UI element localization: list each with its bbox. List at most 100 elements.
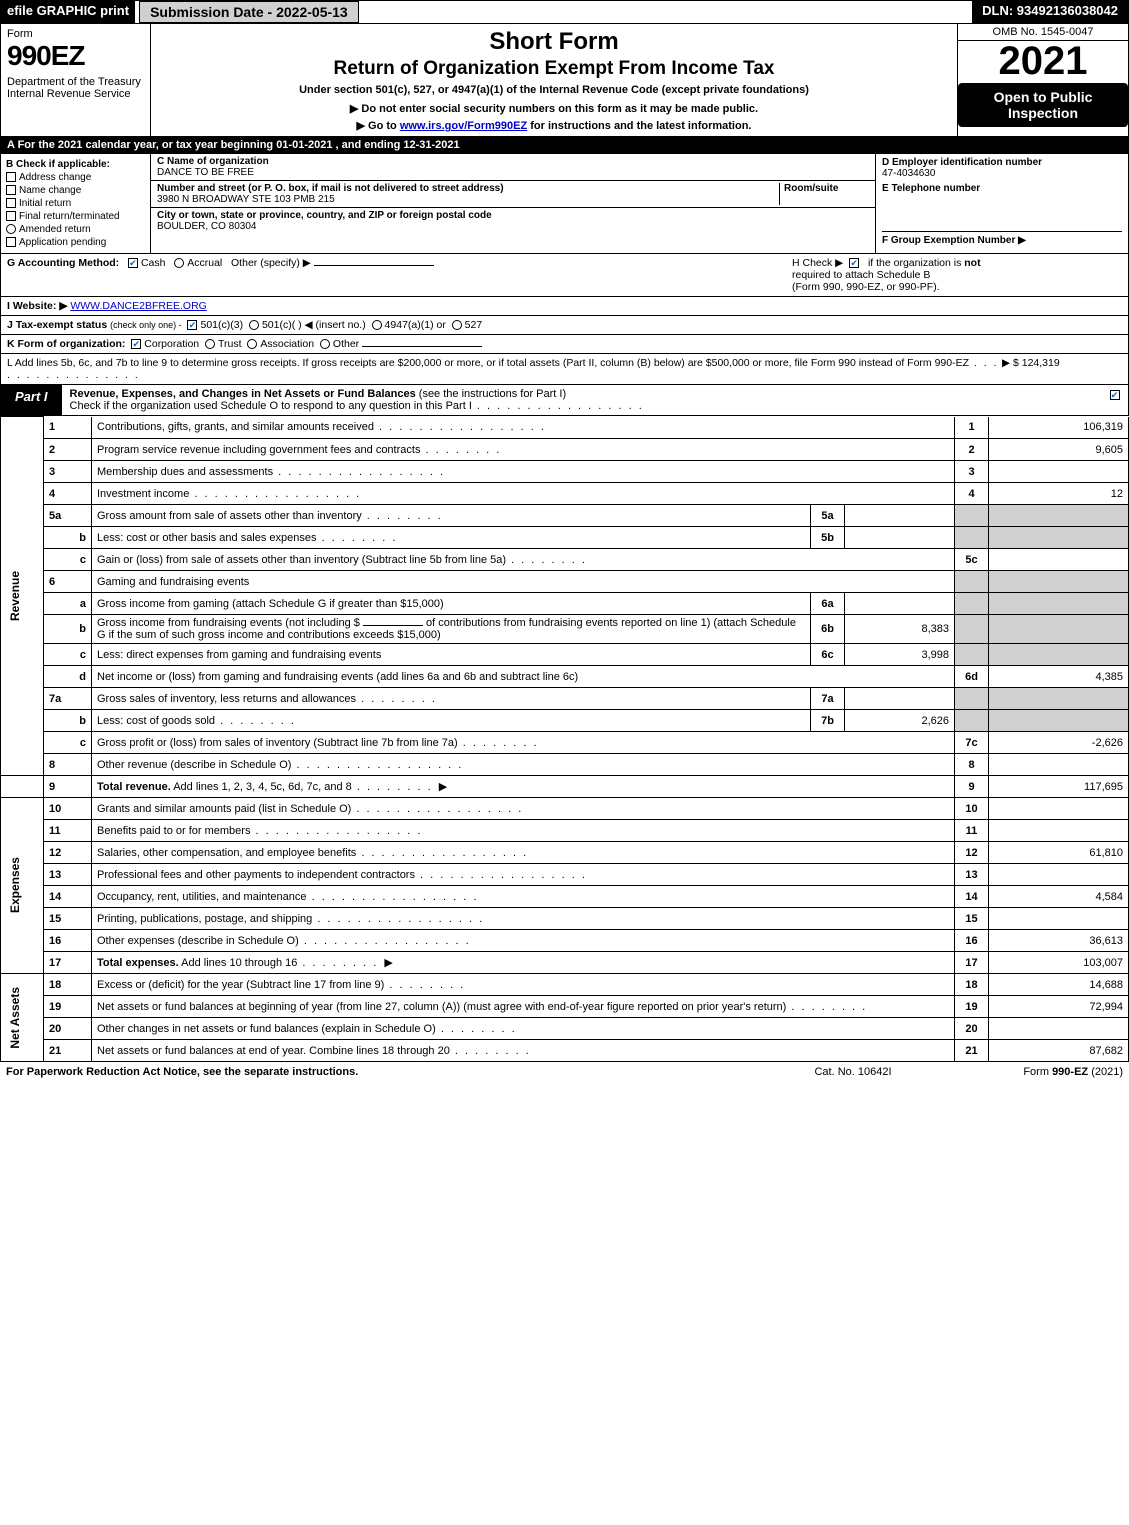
- h-text1: H Check ▶: [792, 257, 843, 269]
- footer-right: Form 990-EZ (2021): [943, 1066, 1123, 1078]
- part-i-label: Part I: [1, 385, 62, 415]
- form-number: 990EZ: [7, 40, 144, 72]
- line-5c: cGain or (loss) from sale of assets othe…: [1, 549, 1129, 571]
- irs-link[interactable]: www.irs.gov/Form990EZ: [400, 120, 527, 132]
- line-4: 4Investment income412: [1, 483, 1129, 505]
- chk-4947[interactable]: [372, 320, 382, 330]
- i-label: I Website: ▶: [7, 300, 67, 312]
- chk-name-change[interactable]: Name change: [6, 185, 145, 196]
- form-header: Form 990EZ Department of the Treasury In…: [0, 24, 1129, 137]
- line-21: 21Net assets or fund balances at end of …: [1, 1040, 1129, 1062]
- org-name: DANCE TO BE FREE: [157, 167, 869, 178]
- chk-amended-return[interactable]: Amended return: [6, 224, 145, 235]
- row-a-calendar-year: A For the 2021 calendar year, or tax yea…: [0, 137, 1129, 154]
- line-1: Revenue 1Contributions, gifts, grants, a…: [1, 417, 1129, 439]
- b-title: B Check if applicable:: [6, 159, 145, 170]
- chk-527[interactable]: [452, 320, 462, 330]
- col-d-ein: D Employer identification number 47-4034…: [876, 154, 1128, 253]
- line-6c: cLess: direct expenses from gaming and f…: [1, 644, 1129, 666]
- street-label: Number and street (or P. O. box, if mail…: [157, 183, 779, 194]
- netassets-side-label: Net Assets: [6, 983, 24, 1053]
- department-label: Department of the Treasury Internal Reve…: [7, 76, 144, 100]
- footer-mid: Cat. No. 10642I: [763, 1066, 943, 1078]
- line-6b: bGross income from fundraising events (n…: [1, 615, 1129, 644]
- part-i-header: Part I Revenue, Expenses, and Changes in…: [0, 385, 1129, 416]
- block-bcdef: B Check if applicable: Address change Na…: [0, 154, 1129, 254]
- room-label: Room/suite: [784, 183, 869, 194]
- line-7b: bLess: cost of goods sold7b2,626: [1, 710, 1129, 732]
- line-6a: aGross income from gaming (attach Schedu…: [1, 593, 1129, 615]
- line-5b: bLess: cost or other basis and sales exp…: [1, 527, 1129, 549]
- row-i-website: I Website: ▶ WWW.DANCE2BFREE.ORG: [0, 297, 1129, 316]
- line-12: 12Salaries, other compensation, and empl…: [1, 842, 1129, 864]
- chk-address-change[interactable]: Address change: [6, 172, 145, 183]
- row-l-gross-receipts: L Add lines 5b, 6c, and 7b to line 9 to …: [0, 354, 1129, 385]
- chk-corporation[interactable]: ✔: [131, 339, 141, 349]
- part-i-sub: (see the instructions for Part I): [419, 388, 566, 400]
- k-label: K Form of organization:: [7, 338, 125, 350]
- l-text: L Add lines 5b, 6c, and 7b to line 9 to …: [7, 357, 969, 369]
- expenses-side-label: Expenses: [6, 853, 24, 917]
- form-label: Form: [7, 28, 144, 40]
- chk-cash[interactable]: ✔: [128, 258, 138, 268]
- tel-label: E Telephone number: [882, 183, 1122, 194]
- line-16: 16Other expenses (describe in Schedule O…: [1, 930, 1129, 952]
- footer-left: For Paperwork Reduction Act Notice, see …: [6, 1066, 763, 1078]
- chk-501c[interactable]: [249, 320, 259, 330]
- top-bar: efile GRAPHIC print Submission Date - 20…: [0, 0, 1129, 24]
- chk-other[interactable]: [320, 339, 330, 349]
- j-note: (check only one) -: [110, 320, 182, 330]
- title-return: Return of Organization Exempt From Incom…: [159, 58, 949, 80]
- line-17: 17Total expenses. Add lines 10 through 1…: [1, 952, 1129, 974]
- goto-post: for instructions and the latest informat…: [527, 120, 751, 132]
- h-block: H Check ▶ ✔ if the organization is not r…: [782, 257, 1122, 293]
- chk-initial-return[interactable]: Initial return: [6, 198, 145, 209]
- chk-501c3[interactable]: ✔: [187, 320, 197, 330]
- chk-accrual[interactable]: [174, 258, 184, 268]
- part-i-checkbox[interactable]: ✔: [1104, 385, 1128, 415]
- chk-final-return[interactable]: Final return/terminated: [6, 211, 145, 222]
- title-ssn-warning: ▶ Do not enter social security numbers o…: [159, 102, 949, 115]
- line-18: Net Assets 18Excess or (deficit) for the…: [1, 974, 1129, 996]
- col-b-checkboxes: B Check if applicable: Address change Na…: [1, 154, 151, 253]
- ein-label: D Employer identification number: [882, 157, 1122, 168]
- chk-trust[interactable]: [205, 339, 215, 349]
- inspection-badge: Open to Public Inspection: [958, 83, 1128, 127]
- line-5a: 5aGross amount from sale of assets other…: [1, 505, 1129, 527]
- title-goto: ▶ Go to www.irs.gov/Form990EZ for instru…: [159, 119, 949, 132]
- col-c-org: C Name of organization DANCE TO BE FREE …: [151, 154, 876, 253]
- row-k-orgform: K Form of organization: ✔Corporation Tru…: [0, 335, 1129, 354]
- line-6d: dNet income or (loss) from gaming and fu…: [1, 666, 1129, 688]
- chk-application-pending[interactable]: Application pending: [6, 237, 145, 248]
- line-19: 19Net assets or fund balances at beginni…: [1, 996, 1129, 1018]
- title-section: Under section 501(c), 527, or 4947(a)(1)…: [159, 84, 949, 96]
- h-not: not: [964, 257, 980, 269]
- tax-year: 2021: [958, 41, 1128, 81]
- part-i-title: Revenue, Expenses, and Changes in Net As…: [70, 388, 416, 400]
- header-mid: Short Form Return of Organization Exempt…: [151, 24, 958, 136]
- chk-association[interactable]: [247, 339, 257, 349]
- line-14: 14Occupancy, rent, utilities, and mainte…: [1, 886, 1129, 908]
- line-8: 8Other revenue (describe in Schedule O)8: [1, 754, 1129, 776]
- c-name-label: C Name of organization: [157, 156, 869, 167]
- city-label: City or town, state or province, country…: [157, 210, 869, 221]
- row-gh: G Accounting Method: ✔Cash Accrual Other…: [0, 254, 1129, 297]
- ein-value: 47-4034630: [882, 168, 1122, 179]
- line-3: 3Membership dues and assessments3: [1, 461, 1129, 483]
- part-i-table: Revenue 1Contributions, gifts, grants, a…: [0, 416, 1129, 1062]
- chk-h[interactable]: ✔: [849, 258, 859, 268]
- line-15: 15Printing, publications, postage, and s…: [1, 908, 1129, 930]
- line-7c: cGross profit or (loss) from sales of in…: [1, 732, 1129, 754]
- efile-label[interactable]: efile GRAPHIC print: [1, 1, 135, 23]
- j-label: J Tax-exempt status: [7, 319, 107, 331]
- line-10: Expenses 10Grants and similar amounts pa…: [1, 798, 1129, 820]
- line-7a: 7aGross sales of inventory, less returns…: [1, 688, 1129, 710]
- line-2: 2Program service revenue including gover…: [1, 439, 1129, 461]
- website-link[interactable]: WWW.DANCE2BFREE.ORG: [70, 300, 207, 312]
- goto-pre: ▶ Go to: [357, 120, 400, 132]
- dln-label: DLN: 93492136038042: [972, 1, 1128, 23]
- revenue-side-label: Revenue: [6, 567, 24, 625]
- h-text3: required to attach Schedule B: [792, 269, 930, 281]
- header-right: OMB No. 1545-0047 2021 Open to Public In…: [958, 24, 1128, 136]
- part-i-line2: Check if the organization used Schedule …: [70, 400, 472, 412]
